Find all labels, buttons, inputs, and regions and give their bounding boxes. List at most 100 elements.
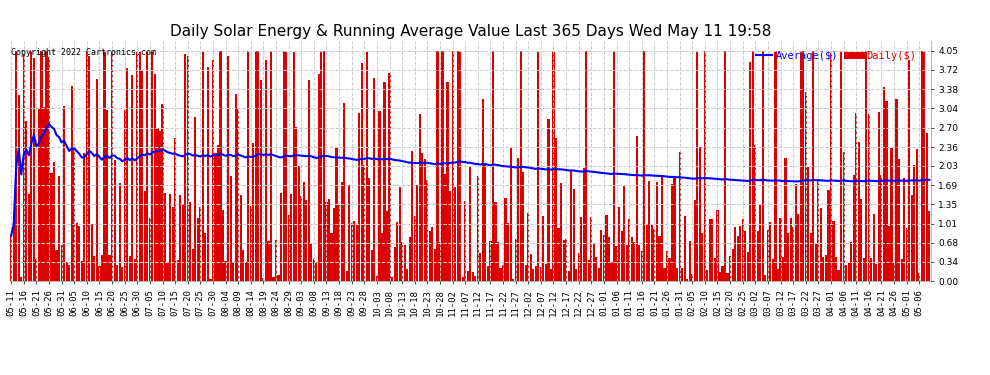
Bar: [381, 233, 383, 281]
Bar: [616, 246, 618, 281]
Bar: [540, 267, 542, 281]
Bar: [310, 244, 313, 281]
Bar: [209, 279, 212, 281]
Bar: [363, 165, 365, 281]
Bar: [111, 51, 113, 281]
Bar: [25, 120, 28, 281]
Bar: [153, 74, 156, 281]
Bar: [810, 233, 812, 281]
Bar: [572, 189, 575, 281]
Bar: [36, 259, 38, 281]
Bar: [41, 51, 43, 281]
Bar: [681, 268, 683, 281]
Bar: [477, 176, 479, 281]
Bar: [38, 110, 40, 281]
Bar: [560, 183, 562, 281]
Bar: [621, 231, 623, 281]
Bar: [161, 105, 163, 281]
Bar: [929, 210, 931, 281]
Bar: [270, 51, 272, 281]
Bar: [696, 51, 698, 281]
Bar: [96, 79, 98, 281]
Bar: [606, 215, 608, 281]
Bar: [754, 145, 756, 281]
Bar: [396, 222, 398, 281]
Bar: [275, 240, 277, 281]
Bar: [53, 162, 55, 281]
Bar: [636, 136, 638, 281]
Bar: [520, 51, 522, 281]
Bar: [530, 254, 532, 281]
Bar: [318, 74, 320, 281]
Bar: [464, 201, 466, 281]
Bar: [830, 53, 832, 281]
Bar: [348, 184, 350, 281]
Bar: [648, 181, 650, 281]
Bar: [350, 223, 352, 281]
Bar: [176, 260, 179, 281]
Bar: [106, 110, 108, 281]
Bar: [70, 86, 73, 281]
Bar: [156, 128, 158, 281]
Bar: [797, 214, 799, 281]
Bar: [600, 230, 603, 281]
Bar: [517, 158, 519, 281]
Bar: [23, 55, 25, 281]
Bar: [46, 51, 48, 281]
Legend: Average($), Daily($): Average($), Daily($): [752, 46, 921, 65]
Bar: [691, 274, 693, 281]
Bar: [727, 273, 729, 281]
Bar: [845, 266, 847, 281]
Bar: [653, 229, 655, 281]
Bar: [20, 277, 23, 281]
Bar: [81, 261, 83, 281]
Bar: [259, 80, 262, 281]
Title: Daily Solar Energy & Running Average Value Last 365 Days Wed May 11 19:58: Daily Solar Energy & Running Average Val…: [169, 24, 771, 39]
Bar: [346, 271, 347, 281]
Bar: [492, 51, 494, 281]
Bar: [860, 200, 862, 281]
Bar: [399, 187, 401, 281]
Bar: [333, 209, 335, 281]
Bar: [293, 52, 295, 281]
Bar: [86, 51, 88, 281]
Bar: [290, 194, 292, 281]
Bar: [706, 270, 709, 281]
Bar: [48, 57, 50, 281]
Bar: [916, 148, 918, 281]
Bar: [825, 255, 827, 281]
Bar: [58, 176, 60, 281]
Bar: [898, 159, 900, 281]
Bar: [248, 51, 249, 281]
Bar: [838, 270, 840, 281]
Bar: [439, 242, 442, 281]
Bar: [737, 236, 739, 281]
Bar: [575, 269, 577, 281]
Bar: [331, 233, 333, 281]
Bar: [181, 204, 184, 281]
Bar: [434, 249, 436, 281]
Bar: [401, 243, 403, 281]
Bar: [544, 264, 547, 281]
Bar: [262, 278, 264, 281]
Bar: [802, 51, 804, 281]
Bar: [240, 195, 242, 281]
Bar: [875, 264, 877, 281]
Bar: [792, 227, 794, 281]
Bar: [28, 194, 30, 281]
Bar: [494, 202, 497, 281]
Bar: [272, 277, 274, 281]
Bar: [734, 226, 737, 281]
Bar: [790, 218, 792, 281]
Bar: [416, 185, 419, 281]
Bar: [641, 251, 643, 281]
Bar: [75, 224, 78, 281]
Bar: [15, 51, 17, 281]
Bar: [549, 269, 552, 281]
Bar: [91, 224, 93, 281]
Bar: [850, 242, 852, 281]
Bar: [197, 218, 199, 281]
Bar: [50, 173, 52, 281]
Bar: [451, 51, 453, 281]
Bar: [686, 279, 688, 281]
